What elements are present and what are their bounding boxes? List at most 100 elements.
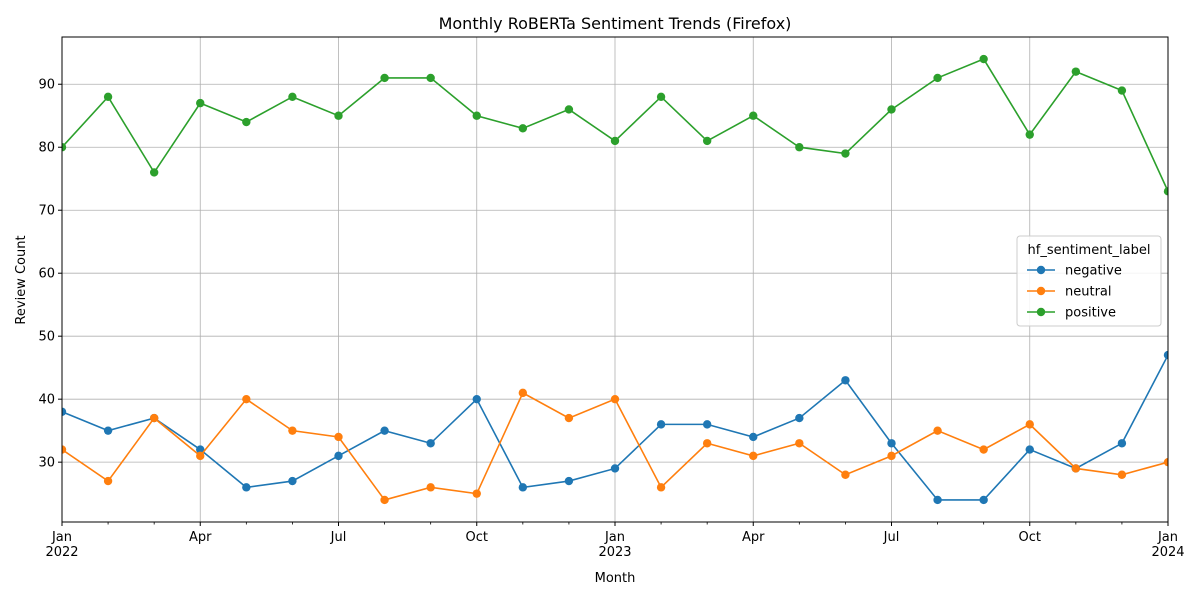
series-positive [62, 54, 1168, 196]
legend-title: hf_sentiment_label [1028, 243, 1151, 258]
neutral-point [887, 451, 896, 461]
plot-frame [61, 36, 1169, 523]
positive-point [334, 111, 343, 120]
negative-point [242, 483, 251, 492]
series-group [62, 54, 1168, 505]
negative-point [62, 407, 67, 416]
negative-point [933, 495, 942, 505]
negative-point [564, 476, 574, 486]
legend-box [1016, 235, 1162, 327]
negative-point [1025, 445, 1034, 454]
neutral-point [288, 426, 297, 435]
neutral-point [979, 445, 988, 454]
positive-point [610, 136, 620, 146]
y-tick-label: 80 [38, 141, 55, 156]
positive-point [196, 98, 205, 108]
series-neutral [62, 388, 1168, 505]
positive-point [887, 105, 896, 114]
neutral-point [933, 426, 942, 435]
neutral-point [1025, 420, 1034, 429]
positive-point [380, 73, 389, 83]
x-tick-label: Apr [189, 530, 212, 545]
neutral-point [1117, 470, 1127, 479]
negative-point [518, 483, 528, 492]
legend-item-negative: negative [1027, 264, 1122, 279]
negative-point [1117, 439, 1127, 448]
x-tick-label: Jul [330, 530, 347, 545]
positive-point [795, 143, 804, 152]
neutral-point [62, 445, 67, 454]
x-tick-label: Jan [51, 530, 72, 545]
legend-item-positive: positive [1027, 306, 1116, 321]
y-tick-label: 40 [38, 393, 55, 408]
neutral-point [610, 394, 620, 404]
legend-swatch-marker [1036, 265, 1046, 275]
negative-point [795, 413, 804, 423]
neutral-point [149, 413, 159, 423]
legend: hf_sentiment_label negative neutral positiv… [1016, 235, 1162, 327]
legend-label: negative [1065, 264, 1122, 279]
positive-point [62, 143, 67, 152]
negative-point [196, 445, 205, 454]
legend-swatch-marker [1036, 286, 1046, 296]
x-tick-label: 2024 [1151, 545, 1184, 560]
y-tick-label: 70 [38, 204, 55, 219]
positive-point [841, 149, 850, 158]
negative-point [103, 426, 113, 435]
y-tick-label: 90 [38, 78, 55, 93]
y-axis-title: Review Count [14, 235, 29, 324]
x-tick-label: 2022 [45, 545, 78, 560]
negative-point [288, 476, 297, 486]
neutral-point [795, 439, 804, 448]
positive-point [933, 73, 942, 83]
y-axis-ticks: 30 40 50 60 70 80 90 [38, 78, 62, 471]
negative-point [656, 420, 666, 429]
positive-point [242, 117, 251, 127]
x-tick-label: Jan [1157, 530, 1178, 545]
negative-point [380, 426, 389, 435]
neutral-point [242, 394, 251, 404]
negative-point [334, 451, 343, 461]
legend-label: neutral [1065, 285, 1112, 300]
neutral-point [334, 432, 343, 442]
neutral-point [426, 483, 435, 492]
neutral-point [103, 476, 113, 486]
series-negative [62, 350, 1168, 505]
y-tick-label: 30 [38, 456, 55, 471]
chart-title: Monthly RoBERTa Sentiment Trends (Firefo… [439, 14, 792, 33]
negative-point [979, 495, 988, 505]
neutral-point [472, 489, 481, 498]
y-tick-label: 50 [38, 330, 55, 345]
positive-point [472, 111, 481, 120]
negative-point [702, 420, 712, 429]
positive-point [702, 136, 712, 146]
negative-point [841, 376, 850, 385]
neutral-point [749, 451, 758, 461]
positive-point [1071, 67, 1081, 76]
positive-point [103, 92, 113, 102]
neutral-point [702, 439, 712, 448]
x-tick-label: Apr [742, 530, 765, 545]
neutral-point [1071, 464, 1081, 473]
y-tick-label: 60 [38, 267, 55, 282]
negative-point [749, 432, 758, 442]
x-tick-label: Oct [1019, 530, 1041, 545]
negative-point [1163, 350, 1168, 360]
negative-point [472, 394, 481, 404]
x-tick-label: Oct [466, 530, 488, 545]
neutral-point [196, 451, 205, 461]
positive-point [426, 73, 435, 83]
x-tick-label: Jan [604, 530, 625, 545]
neutral-point [518, 388, 528, 398]
negative-point [610, 464, 620, 473]
neutral-point [1163, 457, 1168, 467]
neutral-point [841, 470, 850, 479]
legend-item-neutral: neutral [1027, 285, 1112, 300]
positive-point [749, 111, 758, 120]
positive-point [564, 105, 574, 114]
positive-point [979, 54, 988, 64]
positive-point [1025, 130, 1034, 139]
positive-point [1117, 86, 1127, 95]
